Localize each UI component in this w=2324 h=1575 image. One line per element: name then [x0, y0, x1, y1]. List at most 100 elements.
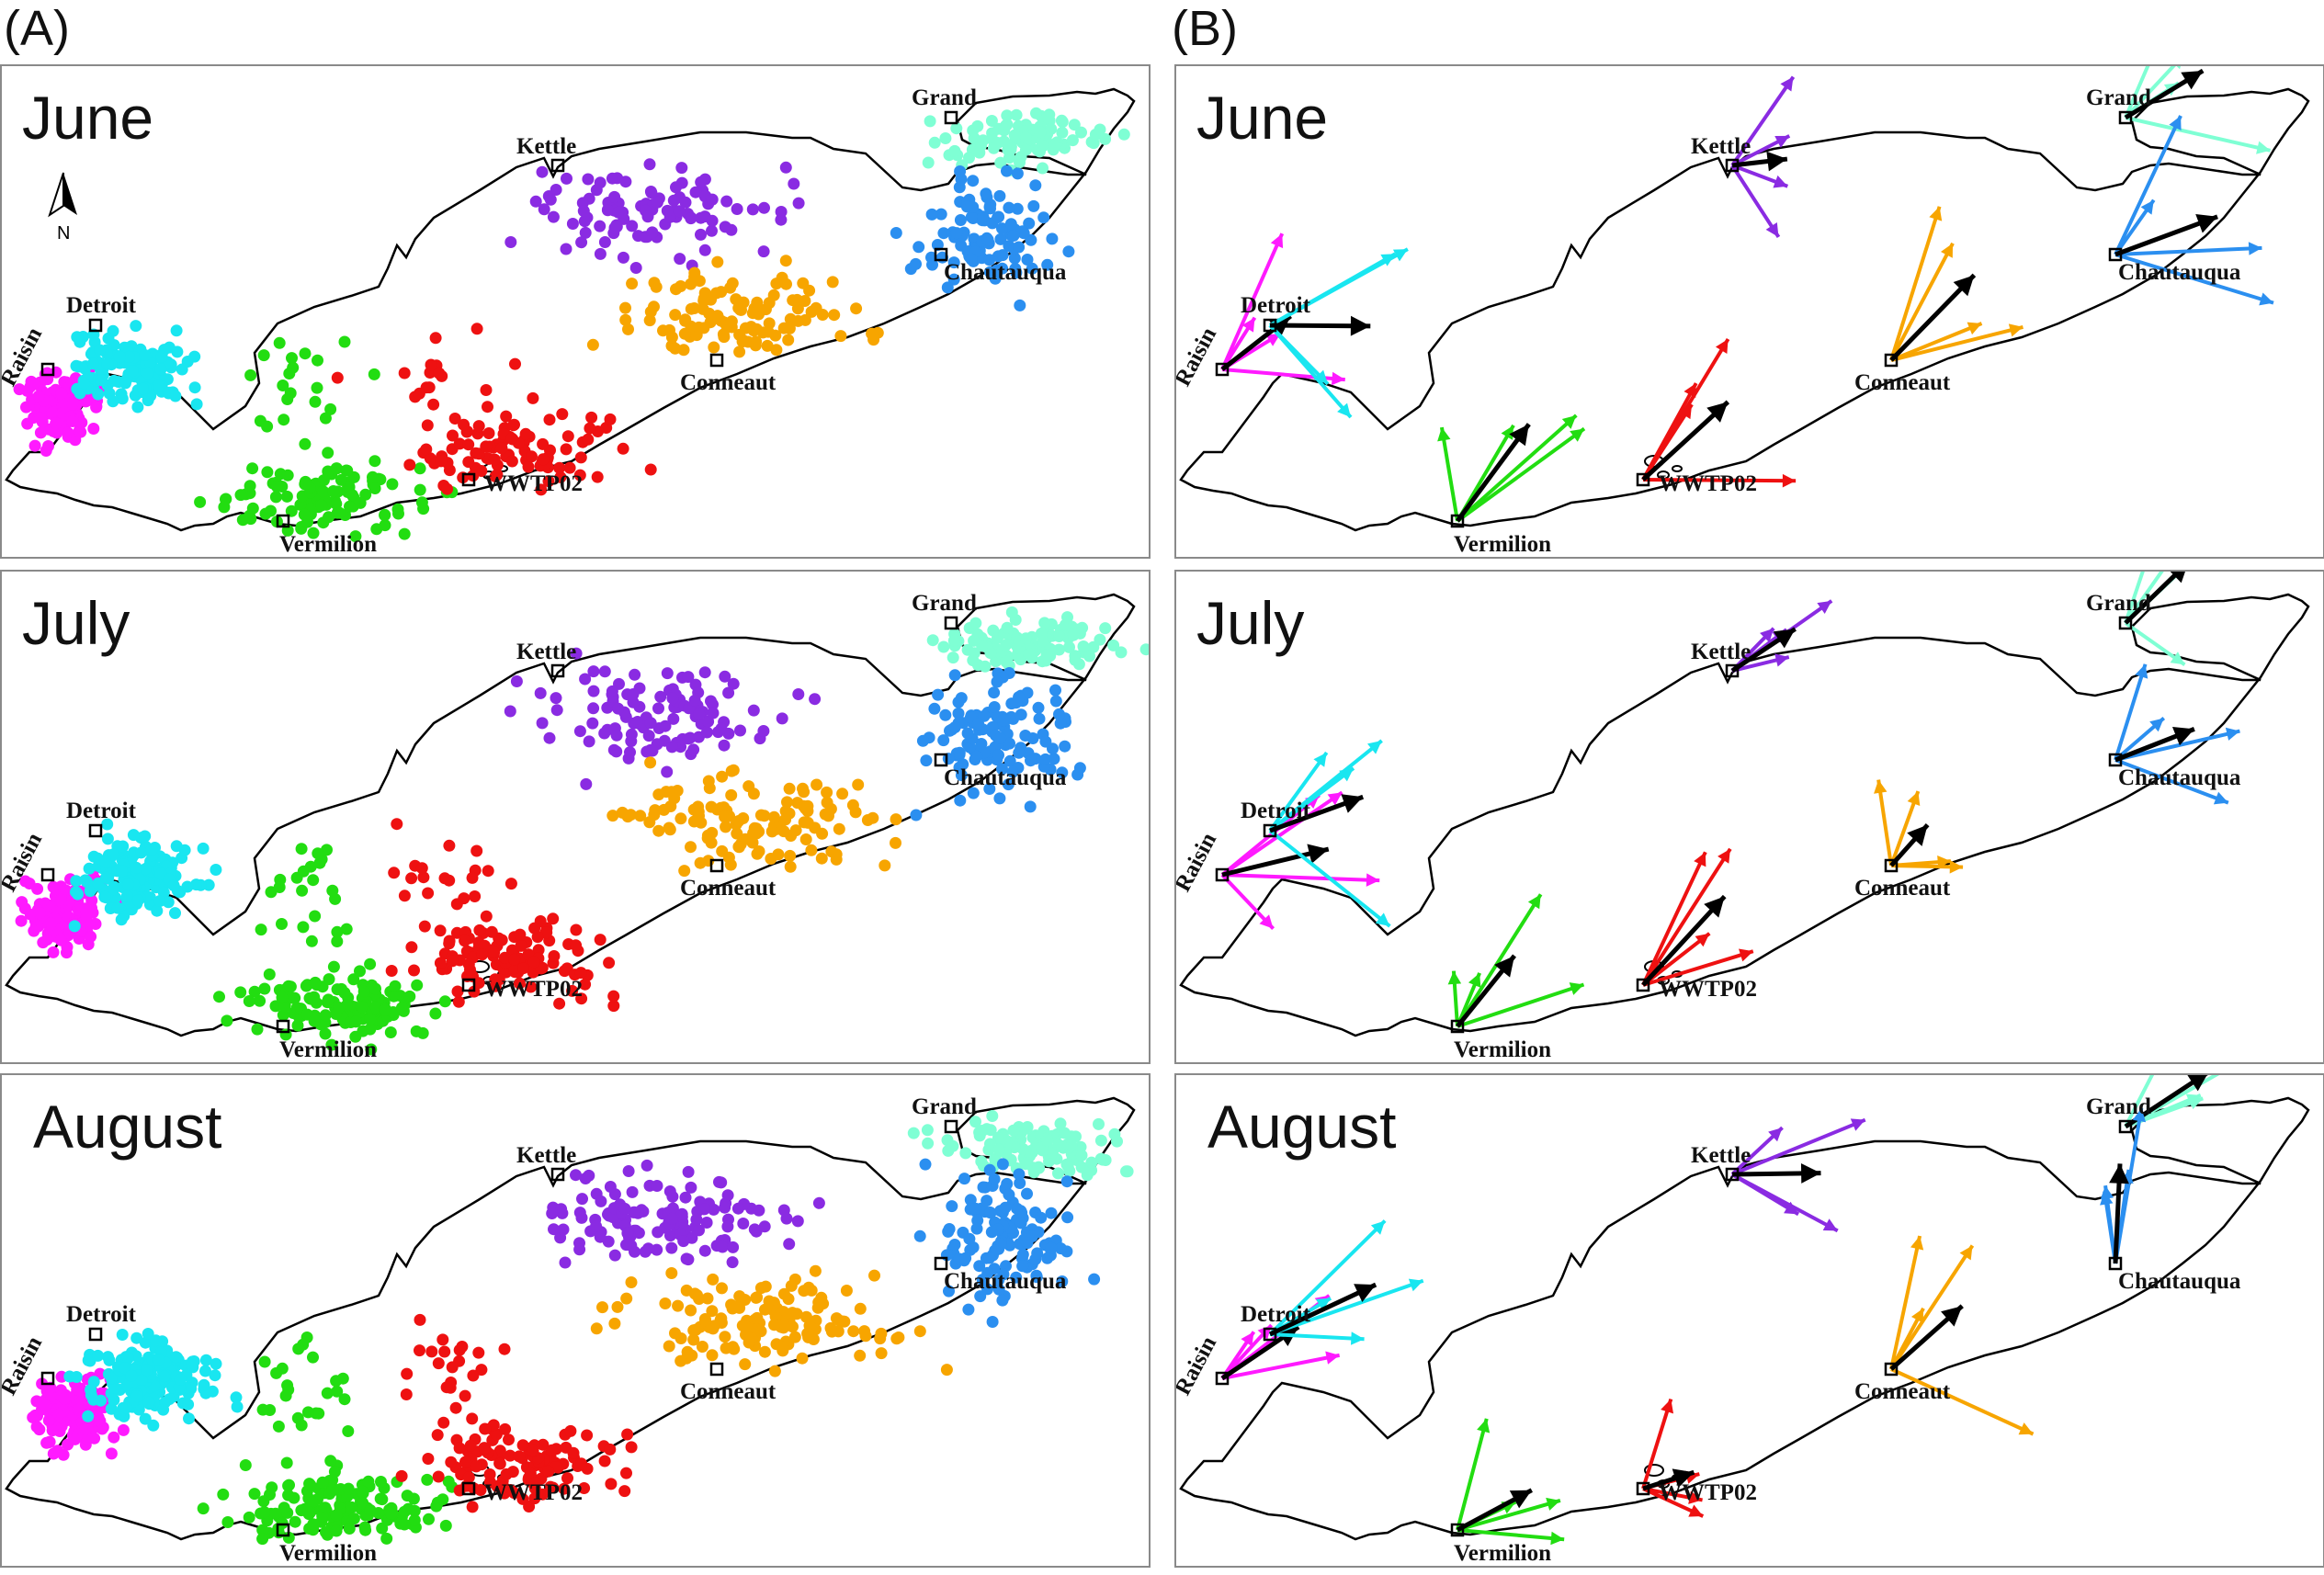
site-label-wwtp02: WWTP02 — [1659, 471, 1757, 496]
particle-grand — [1018, 1123, 1031, 1136]
particle-vermilion — [398, 1505, 411, 1518]
particle-chautauqua — [1023, 217, 1036, 230]
particle-wwtp02 — [466, 1412, 479, 1425]
particle-chautauqua — [1003, 201, 1015, 214]
site-label-grand: Grand — [912, 591, 977, 616]
particle-detroit — [137, 382, 149, 395]
particle-grand — [1005, 606, 1018, 618]
trajectory-arrow-chautauqua-head — [2259, 292, 2273, 306]
particle-vermilion — [368, 368, 380, 380]
trajectory-arrow-wwtp02-head — [1661, 1399, 1674, 1414]
trajectory-arrow-raisin-head — [1327, 792, 1343, 806]
particle-conneaut — [747, 788, 760, 800]
particle-vermilion — [265, 886, 278, 899]
particle-chautauqua — [1029, 179, 1042, 192]
mean-arrow-conneaut — [1889, 273, 1977, 362]
particle-conneaut — [852, 778, 865, 791]
particle-detroit — [113, 350, 126, 363]
particle-grand — [994, 156, 1007, 169]
particle-detroit — [183, 1412, 195, 1425]
particle-detroit — [131, 894, 144, 907]
particle-conneaut — [652, 824, 665, 837]
particle-wwtp02 — [413, 387, 425, 400]
particle-vermilion — [261, 420, 274, 433]
particle-vermilion — [272, 1526, 285, 1539]
particle-grand — [937, 640, 950, 653]
particle-wwtp02 — [472, 1346, 485, 1359]
particle-kettle — [690, 1213, 703, 1226]
particle-conneaut — [854, 1302, 867, 1315]
trajectory-arrow-vermilion-head — [1561, 414, 1577, 429]
trajectory-arrow-detroit — [1268, 1219, 1387, 1336]
particle-chautauqua — [1060, 1175, 1073, 1188]
particle-vermilion — [277, 1009, 289, 1022]
particle-vermilion — [221, 1516, 234, 1528]
particle-conneaut — [732, 841, 745, 854]
particle-detroit — [122, 878, 135, 890]
particle-kettle — [747, 704, 760, 717]
particle-kettle — [720, 195, 733, 208]
particle-grand — [1069, 653, 1082, 666]
particle-vermilion — [289, 1515, 301, 1528]
trajectory-arrow-grand — [2125, 116, 2272, 153]
particle-grand — [1052, 1167, 1064, 1180]
particle-detroit — [130, 1390, 143, 1403]
particle-raisin — [41, 899, 54, 912]
particle-vermilion — [365, 1043, 378, 1056]
particle-kettle — [612, 702, 625, 715]
particle-detroit — [170, 324, 183, 337]
particle-raisin — [108, 1431, 120, 1444]
trajectory-arrow-wwtp02 — [1641, 847, 1732, 987]
particle-vermilion — [244, 368, 257, 381]
particle-chautauqua — [992, 749, 1004, 762]
particle-kettle — [688, 694, 701, 707]
site-label-kettle: Kettle — [1691, 640, 1751, 664]
particle-grand — [1117, 128, 1130, 141]
particle-chautauqua — [937, 227, 950, 240]
particle-wwtp02 — [446, 955, 459, 968]
particle-kettle — [618, 1202, 631, 1215]
trajectory-arrow-detroit — [1268, 323, 1353, 419]
particle-raisin — [31, 1410, 43, 1422]
trajectory-arrow-vermilion — [1456, 414, 1578, 523]
particle-vermilion — [421, 1473, 434, 1486]
particle-chautauqua — [1032, 701, 1045, 714]
particle-wwtp02 — [519, 427, 532, 440]
particle-kettle — [719, 670, 731, 683]
particle-chautauqua — [952, 707, 965, 720]
particle-conneaut — [836, 1315, 849, 1328]
particle-conneaut — [725, 788, 738, 801]
particle-vermilion — [221, 1014, 233, 1027]
particle-kettle — [707, 707, 720, 720]
particle-grand — [1054, 1117, 1067, 1130]
particle-vermilion — [295, 843, 308, 855]
site-marker-grand — [2118, 616, 2133, 630]
particle-raisin — [55, 387, 68, 400]
particle-conneaut — [720, 821, 732, 833]
particle-conneaut — [850, 302, 863, 315]
particle-chautauqua — [1013, 1168, 1026, 1181]
particle-conneaut — [732, 815, 745, 827]
particle-kettle — [601, 204, 614, 217]
site-label-raisin: Raisin — [1176, 323, 1221, 391]
particle-vermilion — [436, 1493, 449, 1506]
particle-chautauqua — [981, 1283, 993, 1296]
particle-wwtp02 — [453, 1442, 466, 1455]
particle-conneaut — [718, 331, 731, 344]
particle-wwtp02 — [485, 925, 498, 938]
particle-conneaut — [634, 810, 647, 822]
island — [1644, 1464, 1664, 1477]
particle-vermilion — [349, 1030, 362, 1043]
particle-vermilion — [429, 1007, 442, 1020]
particle-raisin — [54, 893, 67, 906]
particle-wwtp02 — [547, 912, 560, 925]
particle-wwtp02 — [434, 957, 447, 969]
particle-wwtp02 — [458, 418, 470, 431]
month-label: August — [1207, 1093, 1397, 1161]
particle-detroit — [130, 320, 142, 333]
particle-conneaut — [711, 255, 724, 268]
particle-vermilion — [269, 1000, 282, 1013]
particle-vermilion — [415, 496, 428, 509]
particle-kettle — [725, 223, 738, 236]
particle-kettle — [722, 686, 735, 699]
